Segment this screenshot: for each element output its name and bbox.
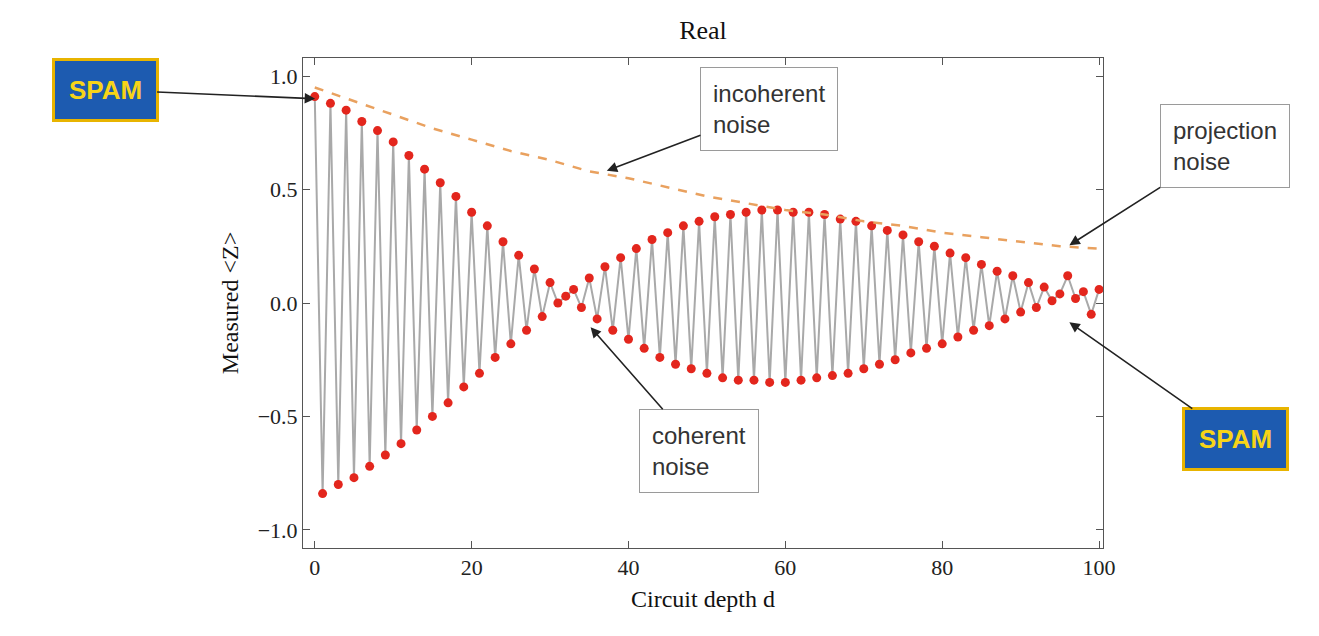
svg-text:0.5: 0.5 — [270, 177, 298, 202]
svg-text:SPAM: SPAM — [69, 75, 142, 105]
svg-text:Real: Real — [679, 16, 727, 45]
svg-text:80: 80 — [931, 555, 953, 580]
svg-text:incoherentnoise: incoherentnoise — [713, 80, 825, 138]
svg-text:20: 20 — [461, 555, 483, 580]
svg-text:40: 40 — [617, 555, 639, 580]
svg-text:projectionnoise: projectionnoise — [1173, 117, 1277, 175]
svg-text:coherentnoise: coherentnoise — [652, 422, 746, 480]
svg-text:1.0: 1.0 — [270, 64, 298, 89]
svg-text:SPAM: SPAM — [1199, 424, 1272, 454]
svg-text:Measured <Z>: Measured <Z> — [217, 232, 243, 374]
svg-text:0: 0 — [309, 555, 320, 580]
svg-text:Circuit depth d: Circuit depth d — [631, 586, 775, 612]
svg-text:0.0: 0.0 — [270, 291, 298, 316]
svg-text:−0.5: −0.5 — [258, 404, 298, 429]
svg-text:100: 100 — [1083, 555, 1116, 580]
svg-text:−1.0: −1.0 — [258, 518, 298, 543]
svg-text:60: 60 — [774, 555, 796, 580]
